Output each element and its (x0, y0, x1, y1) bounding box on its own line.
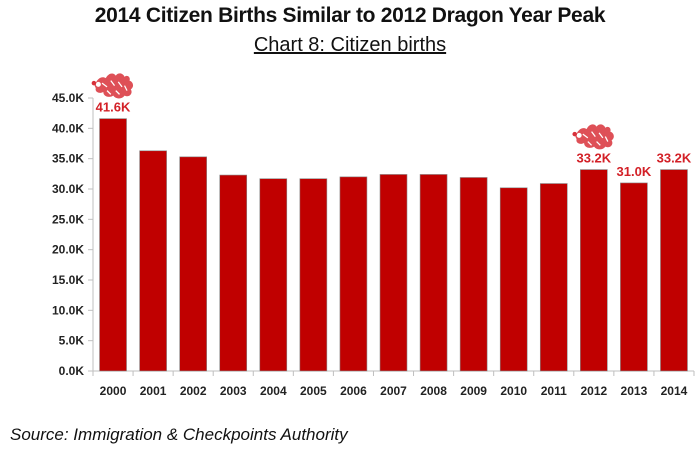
dragon-icon (572, 124, 614, 150)
x-tick-label: 2010 (500, 384, 527, 398)
bar (459, 177, 488, 372)
dragon-body (575, 124, 614, 150)
x-tick-label: 2006 (340, 384, 367, 398)
x-tick-label: 2011 (541, 384, 567, 398)
data-labels: 41.6K 33.2K 31.0K 33.2K (96, 100, 692, 179)
x-tick-label: 2013 (621, 384, 648, 398)
chart-subtitle: Chart 8: Citizen births (253, 34, 447, 56)
bar (499, 187, 528, 372)
bar (259, 178, 288, 372)
y-tick-label: 15.0K (52, 273, 84, 287)
annotations (91, 73, 614, 150)
x-tick-label: 2002 (180, 384, 207, 398)
bars (99, 118, 688, 372)
dragon-pearl (91, 80, 97, 86)
y-tick-label: 35.0K (52, 152, 84, 166)
bar (379, 174, 408, 372)
data-label: 31.0K (617, 164, 652, 179)
x-tick-label: 2012 (580, 384, 607, 398)
y-axis: 0.0K 5.0K 10.0K 15.0K 20.0K 25.0K 30.0K 35.0K 40… (52, 91, 94, 378)
x-tick-label: 2000 (100, 384, 127, 398)
x-tick-label: 2014 (661, 384, 688, 398)
x-tick-label: 2007 (380, 384, 407, 398)
y-tick-label: 30.0K (52, 182, 84, 196)
y-tick-label: 45.0K (52, 91, 84, 105)
x-axis: 2000 2001 2002 2003 2004 2005 2006 2007 2008 2009… (92, 370, 695, 398)
bar (339, 176, 368, 372)
bar (139, 150, 167, 372)
bar-chart: 0.0K 5.0K 10.0K 15.0K 20.0K 25.0K 30.0K 35.0K 40… (52, 73, 695, 398)
bar (419, 174, 448, 372)
bar (539, 183, 568, 372)
y-tick-label: 25.0K (52, 212, 84, 226)
dragon-scales (101, 80, 128, 95)
dragon-scales (582, 131, 609, 146)
bar (660, 169, 688, 372)
x-tick-label: 2001 (140, 384, 167, 398)
y-tick-label: 5.0K (59, 334, 85, 348)
x-tick-label: 2009 (460, 384, 487, 398)
x-tick-label: 2003 (220, 384, 247, 398)
dragon-pearl (572, 131, 577, 137)
data-label: 41.6K (96, 100, 131, 115)
dragon-icon (91, 73, 134, 99)
bar (179, 156, 207, 372)
y-tick-label: 20.0K (52, 243, 84, 257)
data-label: 33.2K (576, 151, 611, 166)
bar (620, 182, 648, 372)
bar (299, 178, 328, 372)
y-tick-label: 10.0K (52, 303, 84, 317)
x-tick-label: 2004 (260, 384, 287, 398)
bar (99, 118, 127, 372)
x-tick-label: 2005 (300, 384, 327, 398)
bar (219, 174, 248, 372)
y-tick-label: 40.0K (52, 121, 84, 135)
x-tick-label: 2008 (420, 384, 447, 398)
bar (580, 169, 608, 372)
source-note: Source: Immigration & Checkpoints Author… (10, 425, 348, 444)
y-tick-label: 0.0K (59, 364, 85, 378)
chart-title: 2014 Citizen Births Similar to 2012 Drag… (94, 4, 606, 27)
data-label: 33.2K (657, 151, 692, 166)
dragon-body (94, 73, 134, 99)
